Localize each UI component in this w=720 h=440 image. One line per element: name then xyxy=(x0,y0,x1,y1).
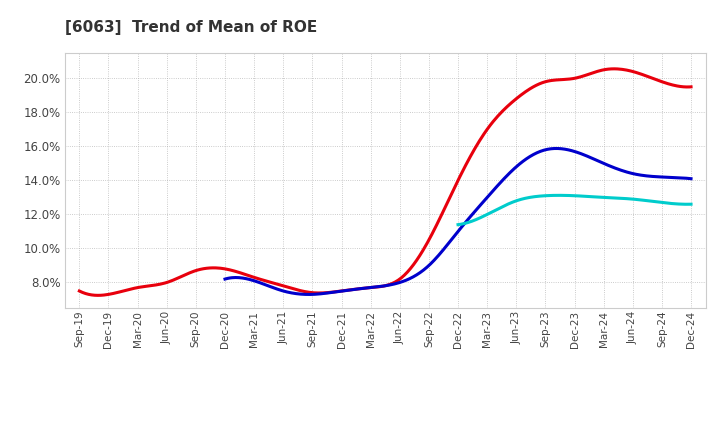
3 Years xyxy=(94,293,102,298)
7 Years xyxy=(546,193,554,198)
3 Years xyxy=(518,92,527,97)
5 Years xyxy=(220,276,229,282)
5 Years xyxy=(374,284,382,290)
7 Years xyxy=(687,202,696,207)
5 Years xyxy=(305,292,313,297)
3 Years xyxy=(687,84,696,89)
7 Years xyxy=(530,194,539,199)
3 Years xyxy=(75,288,84,293)
Line: 3 Years: 3 Years xyxy=(79,69,691,295)
7 Years xyxy=(601,195,610,200)
7 Years xyxy=(554,193,563,198)
Text: [6063]  Trend of Mean of ROE: [6063] Trend of Mean of ROE xyxy=(65,20,317,35)
5 Years xyxy=(562,147,570,152)
5 Years xyxy=(515,161,523,167)
Line: 7 Years: 7 Years xyxy=(458,195,691,225)
5 Years xyxy=(406,275,415,281)
7 Years xyxy=(623,196,631,201)
7 Years xyxy=(482,213,490,218)
5 Years xyxy=(552,146,561,151)
3 Years xyxy=(276,282,284,288)
3 Years xyxy=(150,282,159,288)
7 Years xyxy=(454,222,462,227)
5 Years xyxy=(276,288,285,293)
5 Years xyxy=(559,147,568,152)
Line: 5 Years: 5 Years xyxy=(225,148,691,294)
5 Years xyxy=(687,176,696,181)
3 Years xyxy=(521,89,530,95)
3 Years xyxy=(462,163,470,168)
3 Years xyxy=(610,66,618,71)
7 Years xyxy=(624,196,632,202)
3 Years xyxy=(319,290,328,296)
